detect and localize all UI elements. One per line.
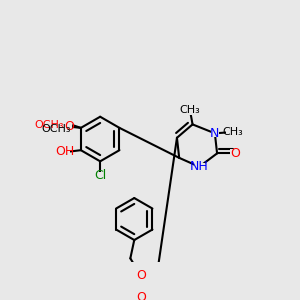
FancyBboxPatch shape xyxy=(226,128,240,136)
Text: O: O xyxy=(64,120,74,133)
FancyBboxPatch shape xyxy=(50,125,62,133)
FancyBboxPatch shape xyxy=(184,105,195,115)
FancyBboxPatch shape xyxy=(230,149,241,158)
Text: CH₃: CH₃ xyxy=(180,105,200,115)
Text: N: N xyxy=(210,127,220,140)
FancyBboxPatch shape xyxy=(66,123,72,130)
FancyBboxPatch shape xyxy=(136,293,146,300)
Text: OH: OH xyxy=(56,145,75,158)
FancyBboxPatch shape xyxy=(54,121,71,130)
FancyBboxPatch shape xyxy=(61,147,70,156)
FancyBboxPatch shape xyxy=(194,163,205,171)
Text: O: O xyxy=(230,147,240,160)
FancyBboxPatch shape xyxy=(96,172,104,180)
Text: Cl: Cl xyxy=(94,169,106,182)
Text: CH₃: CH₃ xyxy=(223,127,244,137)
Text: O: O xyxy=(136,269,146,282)
FancyBboxPatch shape xyxy=(211,129,219,137)
Text: OCH₃: OCH₃ xyxy=(34,120,64,130)
FancyBboxPatch shape xyxy=(136,271,146,280)
Text: NH: NH xyxy=(190,160,208,173)
Text: OCH₃: OCH₃ xyxy=(41,124,71,134)
Text: O: O xyxy=(136,291,146,300)
